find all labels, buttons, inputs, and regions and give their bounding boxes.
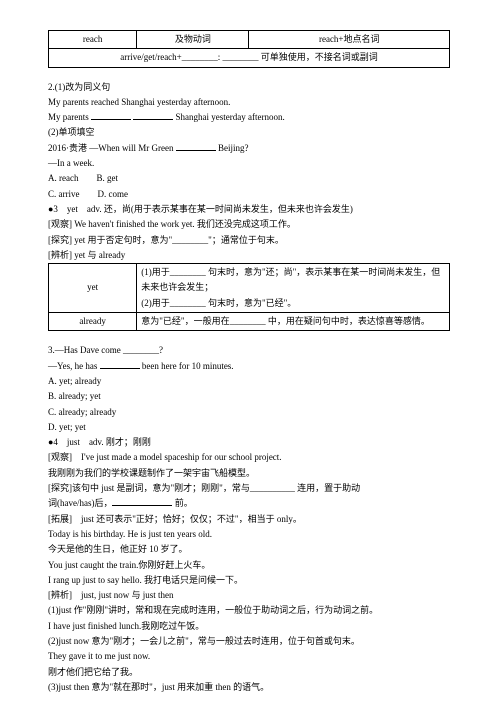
p4-obs: [观察] I've just made a model spaceship fo… [48, 450, 450, 465]
p4-d2e2: 刚才他们把它给了我。 [48, 665, 450, 680]
q3-l1: 3.—Has Dave come ________? [48, 343, 450, 358]
p4-l1: Today is his birthday. He is just ten ye… [48, 527, 450, 542]
s2-sub2: (2)单项填空 [48, 125, 450, 140]
p4-d2e: They gave it to me just now. [48, 649, 450, 664]
p3-bullet: ●3 yet adv. 还，尚(用于表示某事在某一时间尚未发生，但未来也许会发生… [48, 202, 450, 217]
q3-d: D. yet; yet [48, 420, 450, 435]
section-2: 2.(1)改为同义句 My parents reached Shanghai y… [48, 80, 450, 264]
p4-exp2: 词(have/has)后， 前。 [48, 496, 450, 511]
t1-r1c2: 及物动词 [137, 31, 249, 49]
p4-ext: [拓展] just 还可表示"正好；恰好；仅仅；不过"，相当于 only。 [48, 512, 450, 527]
q3-c: C. already; already [48, 405, 450, 420]
p4-ana: [辨析] just, just now 与 just then [48, 588, 450, 603]
s2-opts: A. reach B. get [48, 171, 450, 186]
s2-l1: My parents reached Shanghai yesterday af… [48, 95, 450, 110]
q3-l2: —Yes, he has been here for 10 minutes. [48, 359, 450, 374]
p4-exp: [探究]该句中 just 是副词，意为"刚才；刚刚"，常与__________ … [48, 481, 450, 496]
q3-b: B. already; yet [48, 389, 450, 404]
t2-r1c1: yet [49, 264, 137, 313]
q3-a: A. yet; already [48, 374, 450, 389]
p4-d3: (3)just then 意为"就在那时"，just 用来加重 then 的语气… [48, 680, 450, 695]
table-yet-already: yet (1)用于________ 句末时，意为"还；尚"，表示某事在某一时间尚… [48, 263, 450, 331]
s2-l2: My parents Shanghai yesterday afternoon. [48, 110, 450, 125]
s2-num: 2.(1)改为同义句 [48, 80, 450, 95]
p4-l3: You just caught the train.你刚好赶上火车。 [48, 558, 450, 573]
s2-opts2: C. arrive D. come [48, 187, 450, 202]
s2-l3: 2016·贵港 —When will Mr Green Beijing? [48, 141, 450, 156]
t2-r1c2: (1)用于________ 句末时，意为"还；尚"，表示某事在某一时间尚未发生，… [137, 264, 450, 313]
p4-bullet: ●4 just adv. 刚才；刚刚 [48, 435, 450, 450]
t2-r2c2: 意为"已经"，一般用在________ 中，用在疑问句中时，表达惊喜等感情。 [137, 313, 450, 331]
p4-l4: I rang up just to say hello. 我打电话只是问候一下。 [48, 573, 450, 588]
p3-obs: [观察] We haven't finished the work yet. 我… [48, 217, 450, 232]
t1-r1c3: reach+地点名词 [249, 31, 450, 49]
p4-d1e: I have just finished lunch.我刚吃过午饭。 [48, 619, 450, 634]
p4-obs2: 我刚刚为我们的学校课题制作了一架宇宙飞船模型。 [48, 466, 450, 481]
s2-l4: —In a week. [48, 156, 450, 171]
p3-exp: [探究] yet 用于否定句时，意为"________"；通常位于句末。 [48, 233, 450, 248]
t2-r2c1: already [49, 313, 137, 331]
p3-ana: [辨析] yet 与 already [48, 248, 450, 263]
t1-r1c1: reach [49, 31, 137, 49]
t1-r2: arrive/get/reach+________: ________ 可单独使… [49, 49, 450, 67]
p4-d1: (1)just 作"刚刚"讲时，常和现在完成时连用，一般位于助动词之后，行为动词… [48, 603, 450, 618]
question-3: 3.—Has Dave come ________? —Yes, he has … [48, 343, 450, 695]
table-reach: reach 及物动词 reach+地点名词 arrive/get/reach+_… [48, 30, 450, 68]
p4-l2: 今天是他的生日，他正好 10 岁了。 [48, 542, 450, 557]
p4-d2: (2)just now 意为"刚才；一会儿之前"，常与一般过去时连用，位于句首或… [48, 634, 450, 649]
